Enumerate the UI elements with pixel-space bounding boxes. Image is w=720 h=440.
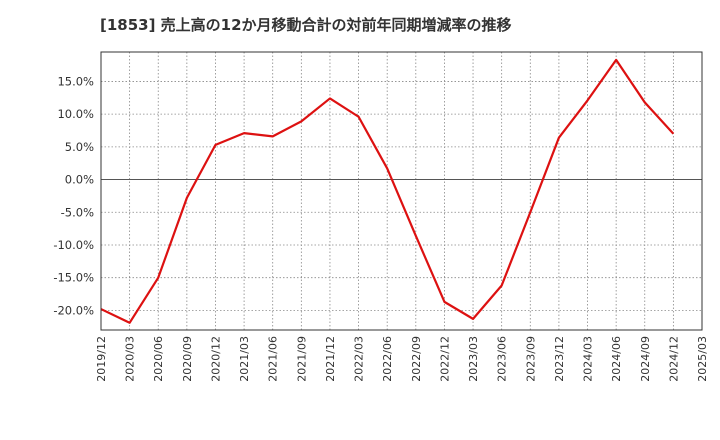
- y-tick-label: 0.0%: [65, 173, 94, 187]
- x-tick-label: 2022/03: [353, 336, 366, 382]
- x-tick-label: 2023/03: [467, 336, 480, 382]
- x-tick-label: 2025/03: [696, 336, 709, 382]
- x-tick-label: 2023/06: [496, 336, 509, 382]
- x-tick-label: 2024/03: [582, 336, 595, 382]
- y-tick-label: 10.0%: [57, 107, 94, 121]
- series-group: [100, 58, 675, 324]
- y-axis-tick-labels: -20.0% -15.0% -10.0% -5.0% 0.0% 5.0% 10.0% 15.0…: [53, 74, 94, 317]
- grid-lines: [100, 52, 703, 330]
- x-tick-label: 2021/06: [267, 336, 280, 382]
- x-tick-label: 2022/06: [381, 336, 394, 382]
- x-tick-label: 2023/09: [524, 336, 537, 382]
- y-tick-label: 15.0%: [57, 74, 94, 88]
- plot-frame: [100, 51, 703, 331]
- y-tick-label: -10.0%: [53, 238, 94, 252]
- x-tick-label: 2021/12: [324, 336, 337, 382]
- x-tick-label: 2024/12: [667, 336, 680, 382]
- y-tick-label: 5.0%: [65, 140, 94, 154]
- x-tick-label: 2024/06: [610, 336, 623, 382]
- x-tick-label: 2020/09: [181, 336, 194, 382]
- y-tick-label: -15.0%: [53, 271, 94, 285]
- x-tick-label: 2024/09: [639, 336, 652, 382]
- x-tick-label: 2020/12: [209, 336, 222, 382]
- x-tick-label: 2021/03: [238, 336, 251, 382]
- x-tick-label: 2023/12: [553, 336, 566, 382]
- x-axis-tick-labels: 2019/12 2020/03 2020/06 2020/09 2020/12 2021/…: [95, 336, 709, 382]
- x-tick-label: 2022/09: [410, 336, 423, 382]
- y-tick-label: -20.0%: [53, 303, 94, 317]
- x-tick-label: 2022/12: [438, 336, 451, 382]
- x-tick-label: 2020/06: [152, 336, 165, 382]
- x-tick-label: 2020/03: [124, 336, 137, 382]
- y-tick-label: -5.0%: [61, 205, 94, 219]
- x-tick-label: 2019/12: [95, 336, 108, 382]
- chart-title: [1853] 売上高の12か月移動合計の対前年同期増減率の推移: [100, 16, 512, 34]
- x-tick-label: 2021/09: [295, 336, 308, 382]
